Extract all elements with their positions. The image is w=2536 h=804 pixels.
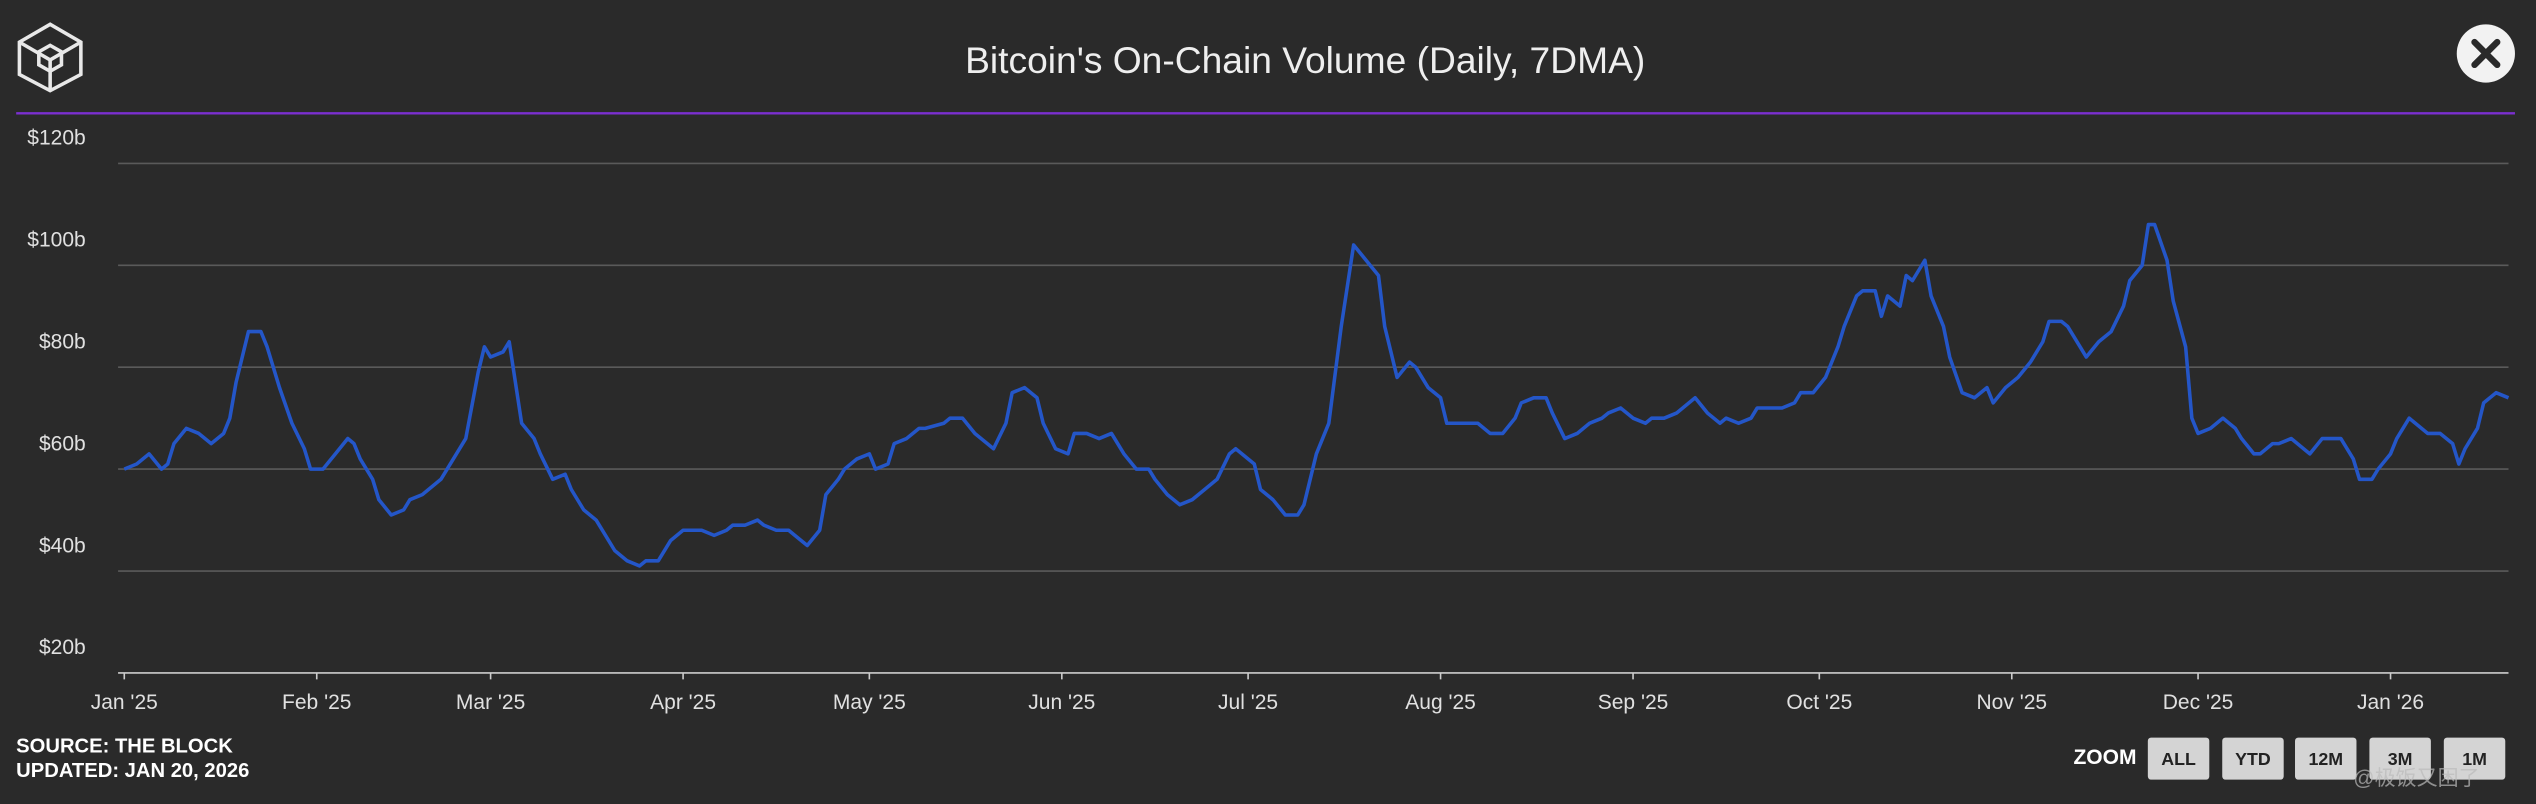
- zoom-label: ZOOM: [2073, 746, 2136, 769]
- x-tick-label: Sep '25: [1598, 691, 1669, 714]
- x-tick-label: Apr '25: [650, 691, 716, 714]
- zoom-button-label[interactable]: 1M: [2462, 749, 2487, 769]
- zoom-buttons: ALL YTD 12M 3M 1M: [2147, 737, 2506, 780]
- source: SOURCE: THE BLOCK: [16, 736, 233, 758]
- zoom-button[interactable]: ALL: [2147, 737, 2210, 780]
- zoom-button-bg[interactable]: [2147, 737, 2210, 780]
- zoom-button-label[interactable]: ALL: [2161, 749, 2196, 769]
- x-tick-label: Jan '26: [2357, 691, 2424, 714]
- y-tick-label: $20b: [39, 636, 86, 659]
- series-line: [123, 222, 2510, 568]
- zoom-button-bg[interactable]: [2295, 737, 2357, 780]
- zoom-button[interactable]: YTD: [2222, 737, 2284, 780]
- close-button[interactable]: [2456, 24, 2515, 83]
- logo: [17, 22, 83, 93]
- zoom-button-label[interactable]: 12M: [2308, 749, 2343, 769]
- x-tick-label: Jun '25: [1028, 691, 1095, 714]
- y-tick-label: $80b: [39, 331, 86, 354]
- zoom-button[interactable]: 12M: [2295, 737, 2357, 780]
- x-tick-label: Jan '25: [91, 691, 158, 714]
- watermark: @极饭又困了: [2353, 767, 2479, 790]
- x-tick-label: Oct '25: [1786, 691, 1852, 714]
- x-tick-label: May '25: [833, 691, 906, 714]
- plot: [123, 222, 2510, 568]
- y-tick-label: $60b: [39, 432, 86, 455]
- x-tick-label: Aug '25: [1405, 691, 1476, 714]
- zoom-button-bg[interactable]: [2443, 737, 2506, 780]
- zoom-button[interactable]: 3M: [2369, 737, 2431, 780]
- zoom-button-label[interactable]: 3M: [2388, 749, 2413, 769]
- y-tick-label: $40b: [39, 534, 86, 557]
- zoom-button-bg[interactable]: [2369, 737, 2431, 780]
- x-tick-label: Dec '25: [2163, 691, 2234, 714]
- x-tick-label: Feb '25: [282, 691, 351, 714]
- zoom-button[interactable]: 1M: [2443, 737, 2506, 780]
- x-tick-label: Nov '25: [1976, 691, 2047, 714]
- chart-title: Bitcoin's On-Chain Volume (Daily, 7DMA): [965, 39, 1645, 81]
- y-tick-label: $100b: [27, 229, 85, 252]
- x-tick-label: Mar '25: [456, 691, 525, 714]
- zoom-button-label[interactable]: YTD: [2235, 749, 2271, 769]
- zoom-button-bg[interactable]: [2222, 737, 2284, 780]
- y-tick-label: $120b: [27, 127, 85, 150]
- x-tick-label: Jul '25: [1218, 691, 1278, 714]
- updated: UPDATED: JAN 20, 2026: [16, 760, 249, 782]
